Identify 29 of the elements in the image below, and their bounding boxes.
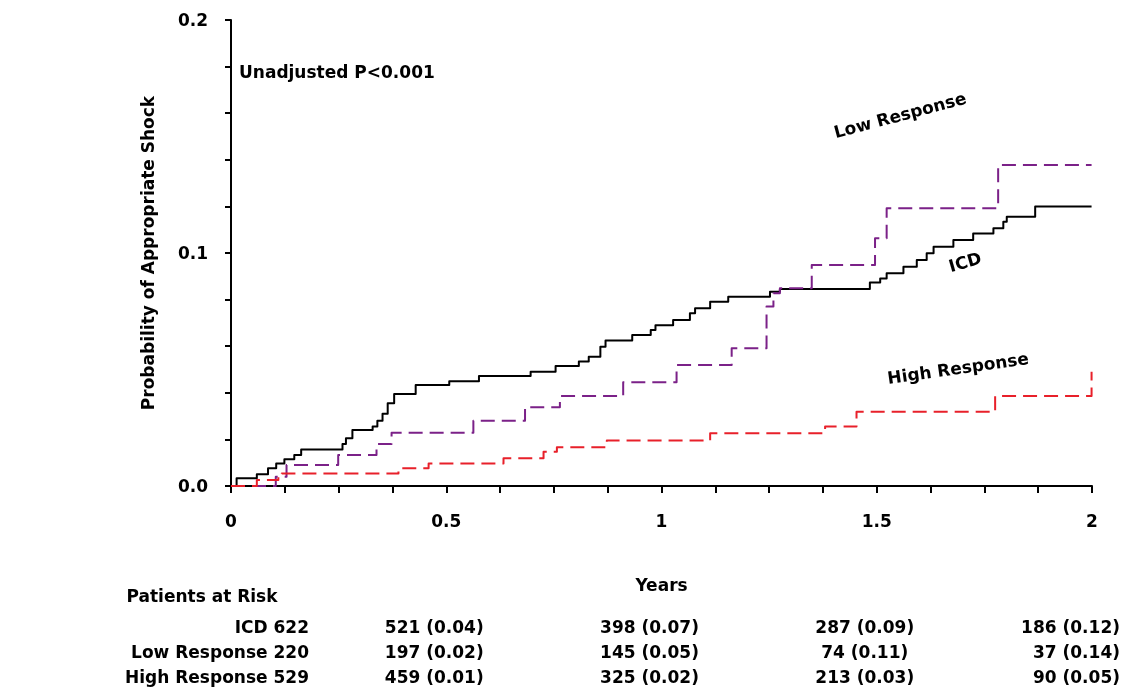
text: 325 (0.02) [600,667,699,687]
text: 37 (0.14) [1032,642,1120,662]
text: High Response [886,348,1030,388]
x-tick-label: 2 [1086,510,1098,531]
text: Patients at Risk [126,586,279,606]
x-tick-label: 1.5 [861,510,892,531]
text: 287 (0.09) [815,617,915,637]
text: 213 (0.03) [815,667,915,687]
text: High Response 529 [125,667,309,687]
x-axis-title: Years [634,574,688,595]
y-tick-label: 0.1 [177,243,208,263]
y-tick-label: 0.2 [177,10,208,30]
annotation: Unadjusted P<0.001 [239,62,435,82]
text: ICD [946,247,984,277]
text: 521 (0.04) [384,617,484,637]
x-tick-label: 0 [225,510,238,531]
y-axis-title: Probability of Appropriate Shock [137,95,158,411]
x-tick-label: 1 [655,510,668,531]
text: 90 (0.05) [1032,667,1120,687]
x-tick-label: 0.5 [431,510,462,531]
y-tick-label: 0.0 [177,476,209,496]
text: 197 (0.02) [384,642,484,662]
text: Low Response 220 [131,642,310,662]
text: 398 (0.07) [600,617,699,637]
text: ICD 622 [234,617,309,637]
text: 74 (0.11) [821,642,909,662]
text: 186 (0.12) [1021,617,1120,637]
text: 145 (0.05) [600,642,699,662]
text: 459 (0.01) [384,667,484,687]
